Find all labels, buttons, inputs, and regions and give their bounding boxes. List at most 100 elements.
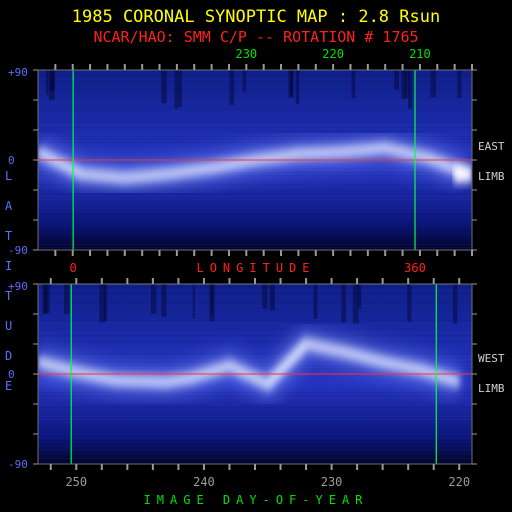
longitude-tick-label: 360 xyxy=(404,261,426,275)
map-dropout xyxy=(457,70,462,98)
map-dropout xyxy=(48,70,55,101)
map-streak xyxy=(38,133,472,134)
west-limb-panel xyxy=(33,278,477,470)
longitude-tick-label: 0 xyxy=(70,261,77,275)
map-streak xyxy=(38,413,472,414)
map-dropout xyxy=(49,70,55,91)
map-streak xyxy=(38,293,472,294)
east-lat-tick-top: +90 xyxy=(8,66,28,79)
map-streak xyxy=(38,187,472,188)
map-streak xyxy=(38,181,472,182)
west-bottom-tick-labels: 250 240 230 220 xyxy=(65,475,470,489)
map-streak xyxy=(38,82,472,83)
map-streak xyxy=(38,118,472,119)
map-streak xyxy=(38,317,472,318)
map-streak xyxy=(38,443,472,444)
map-streak xyxy=(38,305,472,306)
map-streak xyxy=(38,398,472,399)
map-streak xyxy=(38,344,472,345)
latitude-axis-letter: T xyxy=(5,229,12,243)
east-top-tick-label: 210 xyxy=(409,47,431,61)
west-lat-tick-top: +90 xyxy=(8,280,28,293)
latitude-axis-letter: U xyxy=(5,319,12,333)
map-streak xyxy=(38,238,472,239)
west-day-tick-label: 240 xyxy=(193,475,215,489)
west-day-markers xyxy=(70,284,437,464)
west-lat-tick-bottom: -90 xyxy=(8,458,28,471)
map-dropout xyxy=(161,70,167,104)
map-dropout xyxy=(313,284,318,320)
map-dropout xyxy=(452,284,458,324)
east-top-tick-label: 230 xyxy=(235,47,257,61)
map-dropout xyxy=(407,284,412,322)
map-streak xyxy=(38,359,472,360)
map-dropout xyxy=(352,284,359,324)
map-streak xyxy=(38,416,472,417)
map-streak xyxy=(38,184,472,185)
map-streak xyxy=(38,142,472,143)
map-dropout xyxy=(401,70,406,99)
map-dropout xyxy=(178,70,183,108)
map-dropout xyxy=(404,70,410,99)
map-streak xyxy=(38,244,472,245)
map-streak xyxy=(38,458,472,459)
map-streak xyxy=(38,455,472,456)
map-streak xyxy=(38,395,472,396)
map-streak xyxy=(38,410,472,411)
map-streak xyxy=(38,85,472,86)
map-streak xyxy=(38,425,472,426)
east-longitude-markers xyxy=(72,70,416,250)
map-streak xyxy=(38,202,472,203)
map-streak xyxy=(38,362,472,363)
map-streak xyxy=(38,407,472,408)
east-limb-label: EAST xyxy=(478,140,505,153)
latitude-axis-letter: D xyxy=(5,349,12,363)
map-streak xyxy=(38,136,472,137)
latitude-axis-letter: A xyxy=(5,199,13,213)
map-streak xyxy=(38,392,472,393)
day-of-year-axis-label: IMAGE DAY-OF-YEAR xyxy=(144,493,369,507)
map-streak xyxy=(38,299,472,300)
map-streak xyxy=(38,88,472,89)
map-streak xyxy=(38,121,472,122)
map-dropout xyxy=(295,70,300,105)
east-limb-panel xyxy=(33,64,477,256)
map-dropout xyxy=(288,70,294,98)
map-streak xyxy=(38,175,472,176)
map-dropout xyxy=(192,284,195,319)
map-streak xyxy=(38,449,472,450)
map-streak xyxy=(38,214,472,215)
map-streak xyxy=(38,196,472,197)
west-day-tick-label: 220 xyxy=(448,475,470,489)
map-streak xyxy=(38,193,472,194)
map-streak xyxy=(38,326,472,327)
map-streak xyxy=(38,127,472,128)
map-streak xyxy=(38,446,472,447)
latitude-axis-letter: L xyxy=(5,169,12,183)
map-streak xyxy=(38,115,472,116)
map-streak xyxy=(38,401,472,402)
map-dropout xyxy=(99,284,105,323)
chart-title: 1985 CORONAL SYNOPTIC MAP : 2.8 Rsun xyxy=(72,7,440,27)
map-streak xyxy=(38,109,472,110)
map-streak xyxy=(38,308,472,309)
map-streak xyxy=(38,229,472,230)
east-limb-sublabel: LIMB xyxy=(478,170,505,183)
map-streak xyxy=(38,320,472,321)
map-streak xyxy=(38,332,472,333)
limb-labels: EAST LIMB WEST LIMB xyxy=(478,140,505,395)
map-dropout xyxy=(161,284,167,317)
map-streak xyxy=(38,223,472,224)
map-streak xyxy=(38,247,472,248)
map-streak xyxy=(38,139,472,140)
map-streak xyxy=(38,76,472,77)
map-streak xyxy=(38,428,472,429)
map-streak xyxy=(38,341,472,342)
map-dropout xyxy=(209,284,215,322)
map-streak xyxy=(38,353,472,354)
map-dropout xyxy=(351,70,356,98)
map-streak xyxy=(38,311,472,312)
map-streak xyxy=(38,290,472,291)
longitude-axis-label: LONGITUDE xyxy=(196,261,315,275)
east-lat-tick-bottom: -90 xyxy=(8,244,28,257)
